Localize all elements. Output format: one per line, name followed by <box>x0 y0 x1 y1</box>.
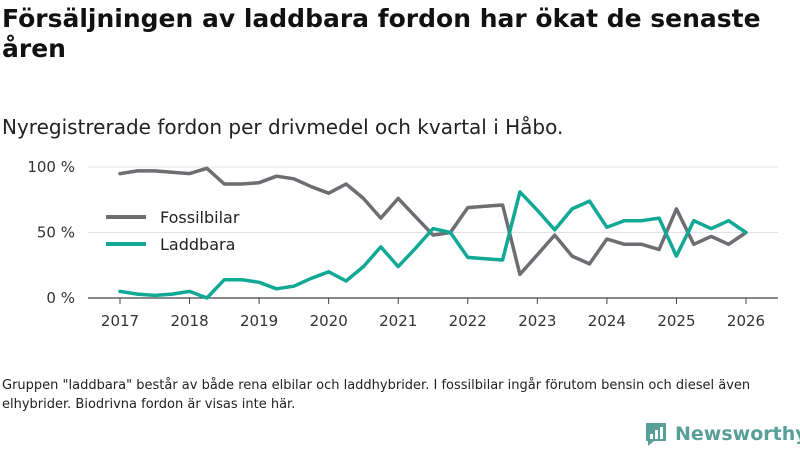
x-tick-label-2020: 2020 <box>310 312 348 330</box>
chart-subtitle: Nyregistrerade fordon per drivmedel och … <box>2 115 564 139</box>
x-axis: 2017 2018 2019 2020 2021 2022 2023 2024 2025 2026 <box>88 297 778 330</box>
line-chart: 0 % 50 % 100 % 2017 2018 2019 2020 2021 2022 202… <box>27 158 778 330</box>
y-tick-label-100: 100 % <box>27 158 75 176</box>
footnote: Gruppen "laddbara" består av både rena e… <box>2 378 751 412</box>
gridlines <box>88 166 778 233</box>
series-line-fossilbilar <box>118 166 748 277</box>
x-tick-label-2021: 2021 <box>379 312 417 330</box>
x-tick-label-2018: 2018 <box>170 312 208 330</box>
chart-title: Försäljningen av laddbara fordon har öka… <box>2 4 761 63</box>
brand-name: Newsworthy <box>675 423 800 445</box>
y-tick-label-0: 0 % <box>46 289 75 307</box>
legend: Fossilbilar Laddbara <box>106 208 240 254</box>
legend-label-fossilbilar: Fossilbilar <box>160 208 240 227</box>
series-lines <box>118 166 748 300</box>
x-tick-label-2024: 2024 <box>588 312 626 330</box>
y-tick-label-50: 50 % <box>37 224 75 242</box>
x-tick-label-2023: 2023 <box>518 312 556 330</box>
x-tick-label-2025: 2025 <box>657 312 695 330</box>
newsworthy-logo: Newsworthy <box>644 420 800 448</box>
legend-label-laddbara: Laddbara <box>160 235 235 254</box>
newsworthy-logo-icon <box>646 423 666 446</box>
x-tick-label-2026: 2026 <box>727 312 765 330</box>
series-line-laddbara <box>118 190 748 300</box>
y-axis-tick-labels: 0 % 50 % 100 % <box>27 158 75 307</box>
x-tick-label-2022: 2022 <box>449 312 487 330</box>
x-tick-label-2017: 2017 <box>101 312 139 330</box>
x-tick-label-2019: 2019 <box>240 312 278 330</box>
